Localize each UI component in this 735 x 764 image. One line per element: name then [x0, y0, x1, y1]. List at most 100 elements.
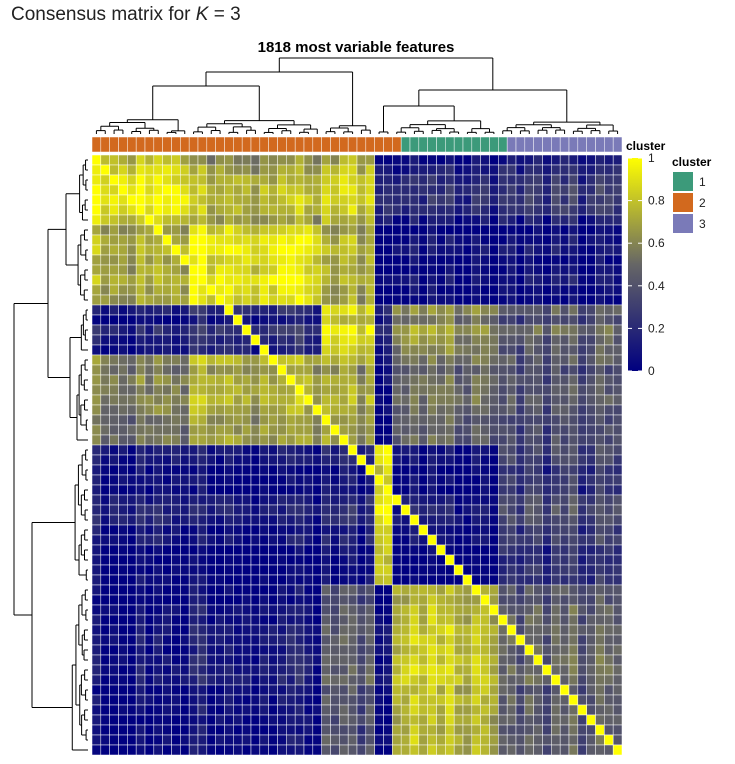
- heatmap-cell: [542, 334, 552, 346]
- heatmap-cell: [445, 444, 455, 456]
- heatmap-cell: [595, 734, 605, 746]
- heatmap-cell: [188, 504, 199, 516]
- heatmap-cell: [347, 664, 358, 676]
- heatmap-cell: [542, 464, 552, 476]
- heatmap-cell: [153, 714, 163, 726]
- heatmap-cell: [356, 334, 367, 346]
- heatmap-cell: [453, 284, 464, 296]
- heatmap-cell: [250, 594, 261, 606]
- heatmap-cell: [233, 254, 243, 266]
- heatmap-cell: [91, 204, 102, 216]
- heatmap-cell: [489, 274, 499, 286]
- heatmap-cell: [233, 274, 243, 286]
- heatmap-cell: [303, 244, 314, 256]
- heatmap-cell: [383, 264, 393, 276]
- heatmap-cell: [268, 244, 278, 256]
- heatmap-cell: [339, 694, 349, 706]
- heatmap-cell: [515, 514, 526, 526]
- heatmap-cell: [277, 294, 287, 306]
- heatmap-cell: [409, 464, 420, 476]
- heatmap-cell: [392, 234, 402, 246]
- heatmap-cell: [250, 634, 261, 646]
- heatmap-cell: [197, 574, 208, 586]
- heatmap-cell: [604, 254, 614, 266]
- heatmap-cell: [321, 454, 331, 466]
- heatmap-cell: [286, 644, 296, 656]
- heatmap-cell: [383, 644, 393, 656]
- heatmap-cell: [515, 254, 526, 266]
- heatmap-cell: [135, 184, 146, 196]
- heatmap-cell: [586, 194, 596, 206]
- heatmap-cell: [215, 364, 225, 376]
- heatmap-cell: [471, 204, 481, 216]
- heatmap-cell: [383, 674, 393, 686]
- heatmap-cell: [533, 264, 543, 276]
- annotation-cell: [153, 136, 163, 153]
- heatmap-cell: [577, 474, 587, 486]
- heatmap-cell: [215, 224, 225, 236]
- heatmap-cell: [409, 354, 420, 366]
- heatmap-cell: [445, 364, 455, 376]
- heatmap-cell: [462, 174, 473, 186]
- heatmap-cell: [568, 614, 579, 626]
- heatmap-cell: [118, 424, 128, 436]
- heatmap-cell: [480, 474, 490, 486]
- heatmap-cell: [294, 644, 305, 656]
- heatmap-cell: [153, 634, 163, 646]
- heatmap-cell: [418, 474, 428, 486]
- heatmap-cell: [595, 394, 605, 406]
- heatmap-cell: [559, 264, 570, 276]
- heatmap-cell: [91, 304, 102, 316]
- heatmap-cell: [480, 664, 490, 676]
- heatmap-cell: [427, 374, 437, 386]
- heatmap-cell: [392, 174, 402, 186]
- heatmap-cell: [180, 404, 190, 416]
- heatmap-cell: [365, 324, 375, 336]
- heatmap-cell: [100, 564, 110, 576]
- heatmap-cell: [127, 594, 137, 606]
- heatmap-cell: [577, 714, 587, 726]
- heatmap-cell: [445, 744, 455, 756]
- heatmap-cell: [321, 564, 331, 576]
- heatmap-cell: [533, 674, 543, 686]
- heatmap-cell: [347, 404, 358, 416]
- heatmap-cell: [127, 194, 137, 206]
- heatmap-cell: [241, 304, 252, 316]
- heatmap-cell: [206, 474, 216, 486]
- heatmap-cell: [604, 274, 614, 286]
- heatmap-cell: [595, 644, 605, 656]
- heatmap-cell: [559, 564, 570, 576]
- heatmap-cell: [162, 214, 172, 226]
- heatmap-cell: [418, 264, 428, 276]
- heatmap-cell: [277, 634, 287, 646]
- heatmap-cell: [462, 694, 473, 706]
- heatmap-cell: [303, 534, 314, 546]
- heatmap-cell: [427, 424, 437, 436]
- heatmap-cell: [294, 694, 305, 706]
- heatmap-cell: [524, 714, 534, 726]
- heatmap-cell: [100, 424, 110, 436]
- heatmap-cell: [224, 344, 234, 356]
- heatmap-cell: [568, 584, 579, 596]
- heatmap-cell: [197, 644, 208, 656]
- heatmap-cell: [347, 314, 358, 326]
- heatmap-cell: [109, 174, 119, 186]
- heatmap-cell: [109, 444, 119, 456]
- heatmap-cell: [612, 174, 623, 186]
- heatmap-cell: [330, 404, 340, 416]
- heatmap-cell: [559, 344, 570, 356]
- heatmap-cell: [462, 514, 473, 526]
- heatmap-cell: [418, 624, 428, 636]
- heatmap-cell: [392, 334, 402, 346]
- heatmap-cell: [595, 184, 605, 196]
- heatmap-cell: [392, 384, 402, 396]
- heatmap-cell: [118, 254, 128, 266]
- heatmap-cell: [347, 484, 358, 496]
- heatmap-cell: [489, 424, 499, 436]
- heatmap-cell: [506, 374, 517, 386]
- heatmap-cell: [542, 474, 552, 486]
- heatmap-cell: [197, 314, 208, 326]
- heatmap-cell: [277, 654, 287, 666]
- heatmap-cell: [188, 634, 199, 646]
- heatmap-cell: [586, 684, 596, 696]
